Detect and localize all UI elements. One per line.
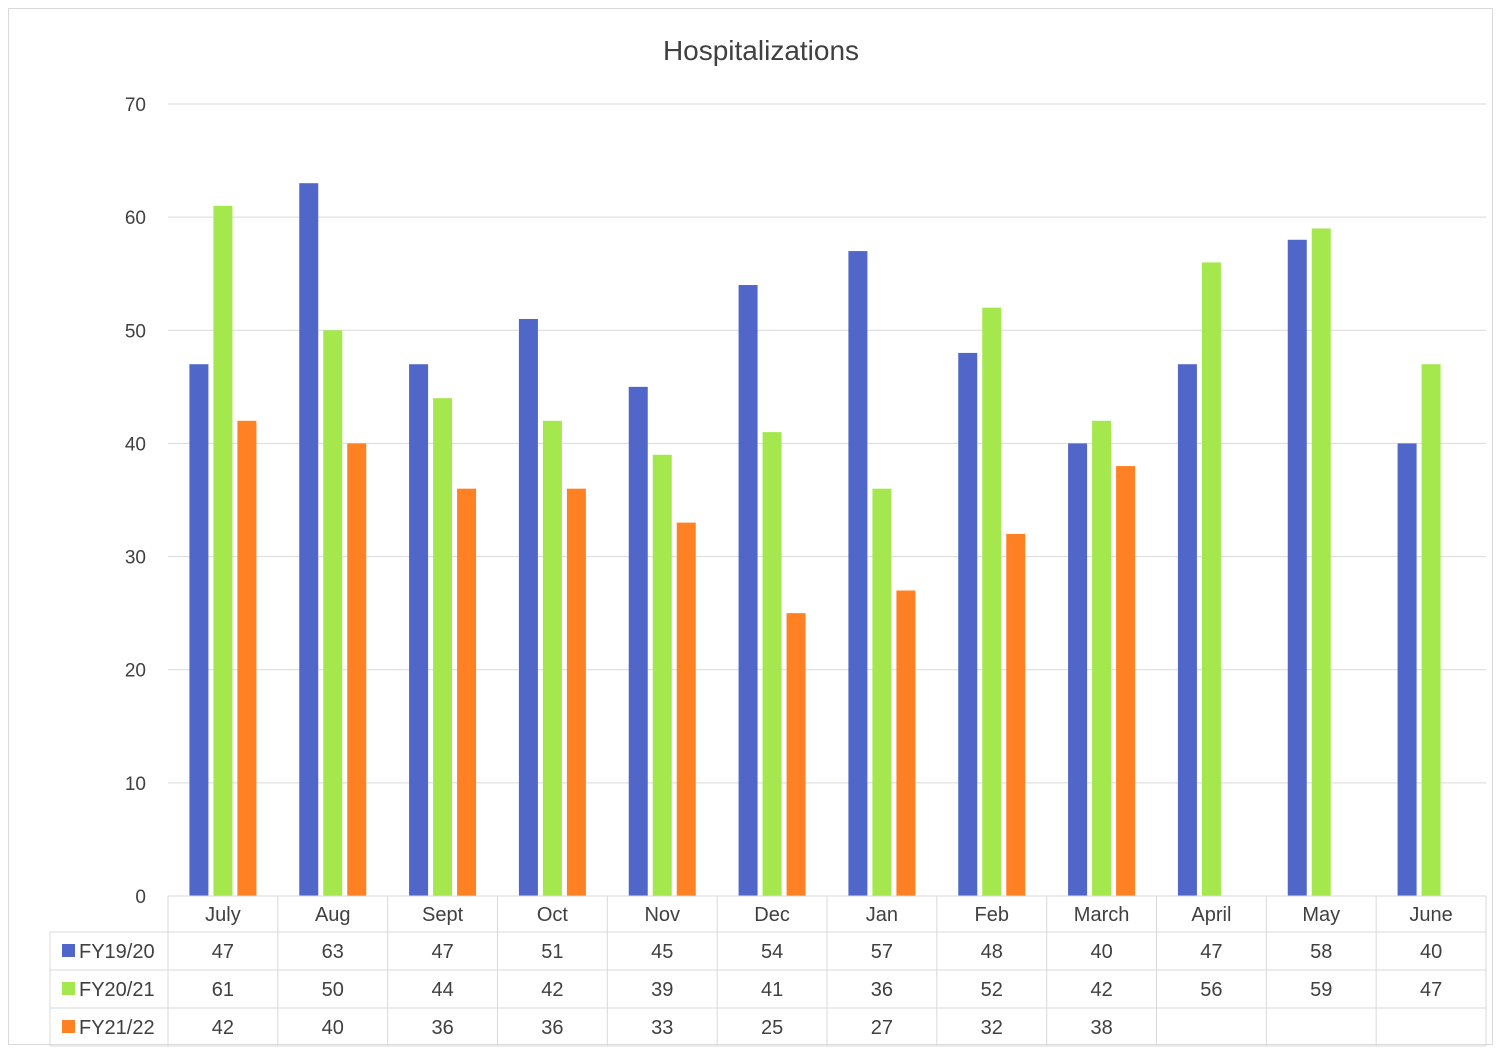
bar-fy19-20-feb bbox=[958, 352, 978, 896]
data-label: 51 bbox=[541, 941, 563, 963]
data-label: 52 bbox=[981, 979, 1003, 1001]
x-tick-label: Feb bbox=[975, 904, 1009, 926]
bar-fy20-21-feb bbox=[982, 307, 1002, 897]
data-label: 36 bbox=[431, 1017, 453, 1039]
bar-fy21-22-sept bbox=[457, 488, 477, 896]
x-tick-label: May bbox=[1302, 904, 1340, 926]
data-label: 39 bbox=[651, 979, 673, 1001]
bar-fy20-21-oct bbox=[542, 420, 562, 896]
bar-fy19-20-aug bbox=[299, 183, 319, 896]
legend-label: FY19/20 bbox=[79, 941, 155, 963]
x-tick-label: April bbox=[1191, 904, 1231, 926]
x-tick-label: June bbox=[1409, 904, 1452, 926]
legend-label: FY20/21 bbox=[79, 979, 155, 1001]
bar-fy20-21-may bbox=[1311, 228, 1331, 896]
bar-fy19-20-sept bbox=[409, 364, 429, 896]
y-tick-label: 50 bbox=[125, 321, 146, 342]
data-label: 47 bbox=[212, 941, 234, 963]
legend-swatch bbox=[62, 982, 75, 995]
data-label: 54 bbox=[761, 941, 783, 963]
bar-fy20-21-sept bbox=[433, 398, 453, 896]
data-label: 40 bbox=[1090, 941, 1112, 963]
data-label: 42 bbox=[212, 1017, 234, 1039]
legend-swatch bbox=[62, 1020, 75, 1033]
bar-fy19-20-june bbox=[1397, 443, 1417, 896]
bar-fy20-21-june bbox=[1421, 364, 1441, 896]
legend-label: FY21/22 bbox=[79, 1017, 155, 1039]
data-label: 42 bbox=[541, 979, 563, 1001]
data-label: 47 bbox=[1200, 941, 1222, 963]
data-label: 40 bbox=[1420, 941, 1442, 963]
bar-fy20-21-nov bbox=[652, 454, 672, 896]
bar-fy21-22-march bbox=[1116, 466, 1136, 896]
data-label: 48 bbox=[981, 941, 1003, 963]
data-label: 58 bbox=[1310, 941, 1332, 963]
bar-fy20-21-july bbox=[213, 205, 233, 897]
data-table: July Aug Sept Oct Nov Dec Jan Feb March April May J… bbox=[49, 895, 1487, 1047]
legend-swatch bbox=[62, 944, 75, 957]
y-tick-label: 10 bbox=[125, 774, 146, 795]
y-tick-label: 70 bbox=[125, 95, 146, 116]
x-tick-label: Aug bbox=[315, 904, 351, 926]
bar-fy21-22-dec bbox=[786, 613, 806, 896]
bar-fy21-22-july bbox=[237, 420, 257, 896]
x-tick-label: Oct bbox=[537, 904, 569, 926]
data-label: 63 bbox=[322, 941, 344, 963]
bar-fy21-22-aug bbox=[347, 443, 367, 896]
bar-fy19-20-july bbox=[189, 364, 209, 896]
data-label: 42 bbox=[1090, 979, 1112, 1001]
data-label: 36 bbox=[541, 1017, 563, 1039]
data-label: 47 bbox=[431, 941, 453, 963]
data-label: 27 bbox=[871, 1017, 893, 1039]
data-label: 32 bbox=[981, 1017, 1003, 1039]
x-tick-label: Sept bbox=[422, 904, 464, 926]
bar-fy19-20-jan bbox=[848, 251, 868, 897]
bar-fy20-21-jan bbox=[872, 488, 892, 896]
bar-fy21-22-feb bbox=[1006, 533, 1026, 896]
data-label: 25 bbox=[761, 1017, 783, 1039]
bar-fy20-21-march bbox=[1092, 420, 1112, 896]
data-label: 57 bbox=[871, 941, 893, 963]
bar-fy19-20-nov bbox=[628, 386, 648, 896]
bar-fy21-22-oct bbox=[566, 488, 586, 896]
x-tick-label: March bbox=[1074, 904, 1130, 926]
bar-fy20-21-aug bbox=[323, 330, 343, 896]
bar-fy19-20-april bbox=[1177, 364, 1197, 896]
data-label: 41 bbox=[761, 979, 783, 1001]
y-tick-label: 0 bbox=[135, 887, 146, 908]
data-label: 56 bbox=[1200, 979, 1222, 1001]
x-tick-label: Dec bbox=[754, 904, 790, 926]
bar-fy20-21-april bbox=[1201, 262, 1221, 896]
data-label: 44 bbox=[431, 979, 453, 1001]
bar-fy19-20-march bbox=[1068, 443, 1088, 896]
data-label: 33 bbox=[651, 1017, 673, 1039]
y-tick-label: 60 bbox=[125, 208, 146, 229]
bar-fy21-22-jan bbox=[896, 590, 916, 896]
chart-title: Hospitalizations bbox=[663, 35, 859, 66]
data-label: 45 bbox=[651, 941, 673, 963]
y-axis-ticks: 0 10 20 30 40 50 60 70 bbox=[125, 95, 146, 908]
bar-fy19-20-dec bbox=[738, 285, 758, 896]
data-label: 61 bbox=[212, 979, 234, 1001]
gridlines bbox=[168, 103, 1486, 784]
bars bbox=[189, 183, 1441, 897]
data-label: 59 bbox=[1310, 979, 1332, 1001]
data-label: 40 bbox=[322, 1017, 344, 1039]
bar-fy19-20-may bbox=[1287, 239, 1307, 896]
x-tick-label: Jan bbox=[866, 904, 898, 926]
x-tick-label: July bbox=[205, 904, 241, 926]
bar-fy21-22-nov bbox=[676, 522, 696, 896]
bar-fy20-21-dec bbox=[762, 432, 782, 896]
x-tick-label: Nov bbox=[644, 904, 680, 926]
bar-fy19-20-oct bbox=[518, 318, 538, 896]
y-tick-label: 30 bbox=[125, 548, 146, 569]
y-tick-label: 40 bbox=[125, 434, 146, 455]
data-label: 38 bbox=[1090, 1017, 1112, 1039]
y-tick-label: 20 bbox=[125, 661, 146, 682]
data-label: 36 bbox=[871, 979, 893, 1001]
data-label: 47 bbox=[1420, 979, 1442, 1001]
data-label: 50 bbox=[322, 979, 344, 1001]
